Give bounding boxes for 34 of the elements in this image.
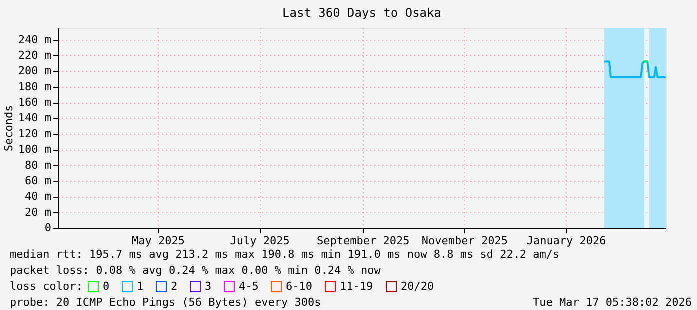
text: Tue Mar 17 05:38:02 2026 xyxy=(533,296,692,309)
legend-label: 1 xyxy=(137,280,144,293)
x-tick-label: July 2025 xyxy=(230,234,290,248)
y-tick-label: 160 m xyxy=(18,96,52,110)
line-series xyxy=(603,60,667,78)
y-tick-label: 220 m xyxy=(18,48,52,62)
x-tick-label: November 2025 xyxy=(422,234,508,248)
chart-title: Last 360 Days to Osaka xyxy=(282,6,442,20)
legend-label: 3 xyxy=(205,280,212,293)
y-tick-label: 200 m xyxy=(18,64,52,78)
y-tick-label: 100 m xyxy=(18,143,52,156)
y-tick-label: 0 xyxy=(44,222,52,234)
legend-label: 6-10 xyxy=(286,280,312,293)
y-tick-label: 60 m xyxy=(25,174,52,188)
legend-label: 11-19 xyxy=(340,280,374,293)
x-tick-label: May 2025 xyxy=(132,234,185,248)
legend-label: 2 xyxy=(171,280,178,293)
x-tick-label: January 2026 xyxy=(526,234,606,248)
y-tick-label: 20 m xyxy=(25,206,52,219)
legend-label: 0 xyxy=(103,280,110,293)
y-axis-title: Seconds xyxy=(2,105,16,152)
text: packet loss: 0.08 % avg 0.24 % max 0.00 % min 0.24 % now xyxy=(10,264,382,277)
legend-label: 4-5 xyxy=(239,280,259,293)
y-tick-label: 40 m xyxy=(25,190,52,204)
text: median rtt: 195.7 ms avg 213.2 ms max 190.8 ms min 191.0 ms now 8.8 ms sd 22.2 am/s xyxy=(10,248,560,261)
legend-title: loss color: xyxy=(10,280,83,293)
legend-label: 20/20 xyxy=(401,280,434,293)
y-tick-label: 120 m xyxy=(18,127,52,140)
y-tick-label: 140 m xyxy=(18,112,52,125)
y-tick-label: 240 m xyxy=(18,33,52,46)
y-tick-label: 180 m xyxy=(18,80,52,94)
y-tick-label: 80 m xyxy=(25,158,52,172)
text: probe: 20 ICMP Echo Pings (56 Bytes) every 300s xyxy=(10,296,322,309)
x-tick-label: September 2025 xyxy=(316,234,410,248)
